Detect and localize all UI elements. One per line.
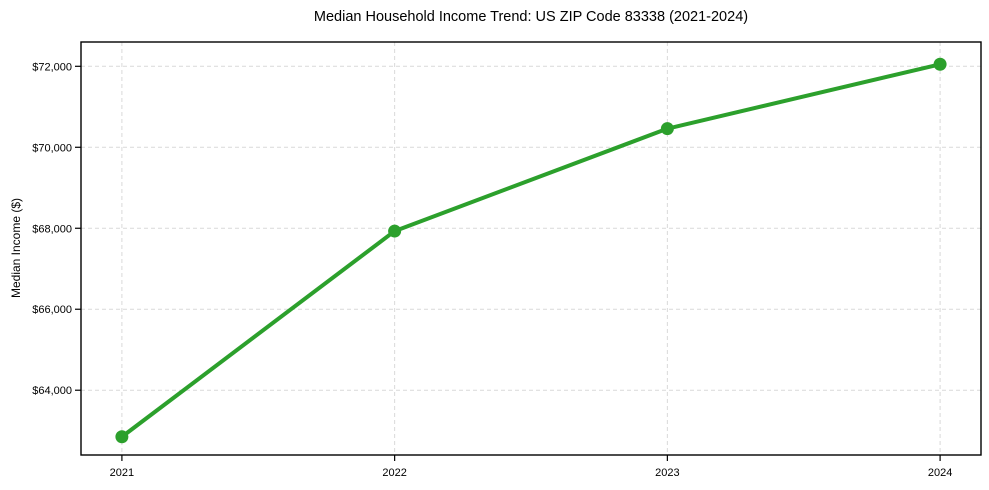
x-tick-label: 2024: [928, 467, 952, 479]
chart-title: Median Household Income Trend: US ZIP Co…: [313, 9, 749, 25]
data-point-marker: [660, 122, 674, 136]
y-tick-label: $70,000: [32, 142, 72, 154]
y-tick-label: $72,000: [32, 61, 72, 73]
x-tick-label: 2021: [110, 467, 134, 479]
y-tick-label: $66,000: [32, 304, 72, 316]
data-point-marker: [388, 224, 402, 238]
trend-line: [119, 62, 943, 439]
x-tick-label: 2023: [655, 467, 679, 479]
y-tick-label: $64,000: [32, 385, 72, 397]
x-tick-label: 2022: [382, 467, 406, 479]
plot-frame: [80, 41, 982, 456]
y-tick-label: $68,000: [32, 223, 72, 235]
data-point-marker: [115, 430, 129, 444]
data-point-marker: [933, 57, 947, 71]
